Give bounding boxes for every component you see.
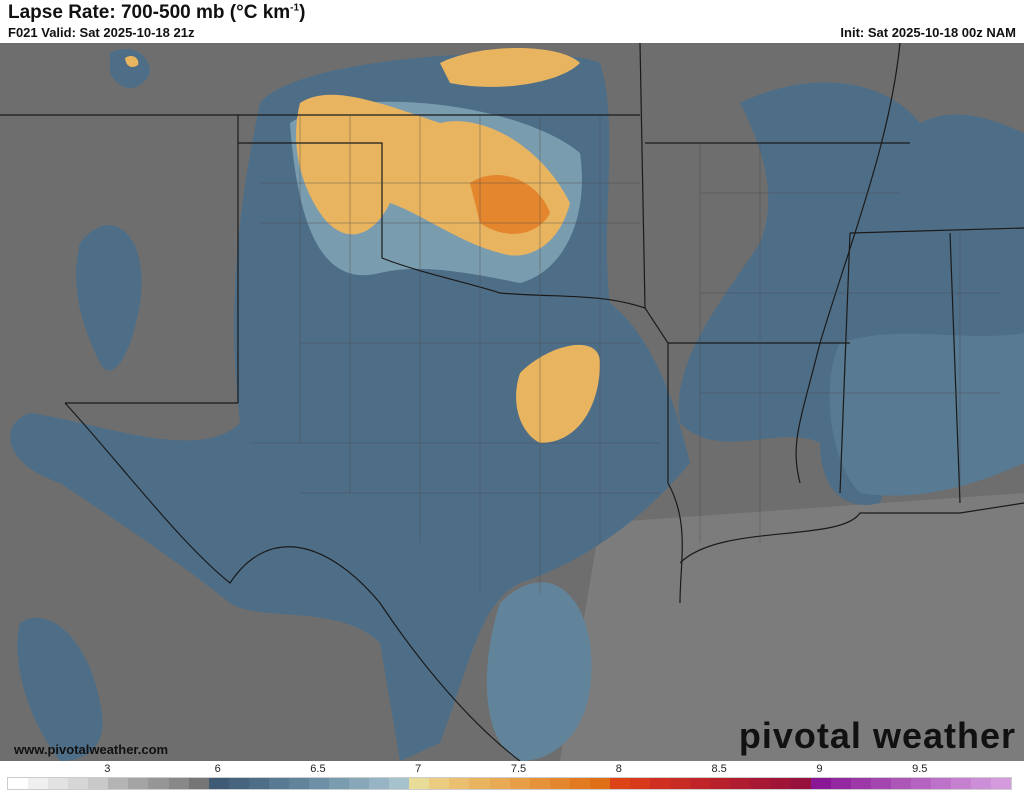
colorbar-label: 9 bbox=[816, 763, 823, 775]
map-title: Lapse Rate: 700-500 mb (°C km-1) bbox=[8, 2, 306, 23]
colorbar-swatches bbox=[7, 777, 1012, 790]
colorbar-swatch bbox=[349, 778, 370, 789]
colorbar-swatch bbox=[429, 778, 450, 789]
colorbar-label: 6 bbox=[214, 763, 221, 775]
colorbar-swatch bbox=[910, 778, 931, 789]
colorbar-swatch bbox=[569, 778, 590, 789]
colorbar-label: 9.5 bbox=[912, 763, 928, 775]
colorbar-swatch bbox=[168, 778, 189, 789]
weather-map[interactable]: www.pivotalweather.com pivotal weather bbox=[0, 43, 1024, 761]
colorbar-label: 3 bbox=[104, 763, 111, 775]
colorbar-swatch bbox=[710, 778, 731, 789]
colorbar-swatch bbox=[469, 778, 490, 789]
colorbar-swatch bbox=[670, 778, 691, 789]
colorbar-swatch bbox=[248, 778, 269, 789]
website-label: www.pivotalweather.com bbox=[14, 742, 169, 757]
colorbar-swatch bbox=[509, 778, 530, 789]
colorbar-swatch bbox=[48, 778, 69, 789]
colorbar-swatch bbox=[68, 778, 89, 789]
colorbar-swatch bbox=[228, 778, 249, 789]
colorbar-swatch bbox=[991, 778, 1012, 789]
pivotal-weather-logo: pivotal weather bbox=[738, 715, 1016, 756]
colorbar-label: 8 bbox=[615, 763, 622, 775]
colorbar-swatch bbox=[389, 778, 410, 789]
colorbar-swatch bbox=[188, 778, 209, 789]
colorbar-label: 8.5 bbox=[711, 763, 727, 775]
colorbar-label: 6.5 bbox=[310, 763, 326, 775]
state-borders bbox=[0, 43, 1024, 761]
colorbar-swatch bbox=[549, 778, 570, 789]
valid-time: F021 Valid: Sat 2025-10-18 21z bbox=[8, 25, 195, 40]
colorbar-swatch bbox=[730, 778, 751, 789]
colorbar-swatch bbox=[950, 778, 971, 789]
colorbar-swatch bbox=[629, 778, 650, 789]
colorbar-label: 7 bbox=[415, 763, 422, 775]
colorbar-swatch bbox=[489, 778, 510, 789]
colorbar-swatch bbox=[790, 778, 811, 789]
colorbar-swatch bbox=[930, 778, 951, 789]
colorbar-swatch bbox=[589, 778, 610, 789]
lapse-rate-field bbox=[0, 43, 1024, 761]
colorbar-swatch bbox=[128, 778, 149, 789]
colorbar-swatch bbox=[268, 778, 289, 789]
colorbar-swatch bbox=[870, 778, 891, 789]
colorbar-label: 7.5 bbox=[510, 763, 527, 775]
colorbar-swatch bbox=[208, 778, 229, 789]
colorbar-swatch bbox=[609, 778, 630, 789]
colorbar-swatch bbox=[8, 778, 29, 789]
colorbar-swatch bbox=[308, 778, 329, 789]
colorbar-swatch bbox=[690, 778, 711, 789]
county-lines bbox=[250, 115, 1000, 593]
colorbar-swatch bbox=[890, 778, 911, 789]
colorbar-swatch bbox=[810, 778, 831, 789]
colorbar-swatch bbox=[409, 778, 430, 789]
colorbar-swatch bbox=[770, 778, 791, 789]
colorbar-swatch bbox=[288, 778, 309, 789]
colorbar-swatch bbox=[850, 778, 871, 789]
colorbar-swatch bbox=[88, 778, 109, 789]
colorbar: 3 6 6.5 7 7.5 8 8.5 9 9.5 bbox=[0, 761, 1024, 791]
colorbar-swatch bbox=[329, 778, 350, 789]
colorbar-swatch bbox=[830, 778, 851, 789]
colorbar-swatch bbox=[108, 778, 129, 789]
colorbar-swatch bbox=[369, 778, 390, 789]
colorbar-swatch bbox=[148, 778, 169, 789]
colorbar-swatch bbox=[650, 778, 671, 789]
colorbar-swatch bbox=[28, 778, 49, 789]
colorbar-swatch bbox=[971, 778, 992, 789]
lapse-rate-shading bbox=[10, 48, 1024, 761]
colorbar-swatch bbox=[529, 778, 550, 789]
colorbar-swatch bbox=[449, 778, 470, 789]
colorbar-swatch bbox=[750, 778, 771, 789]
init-time: Init: Sat 2025-10-18 00z NAM bbox=[840, 25, 1016, 40]
